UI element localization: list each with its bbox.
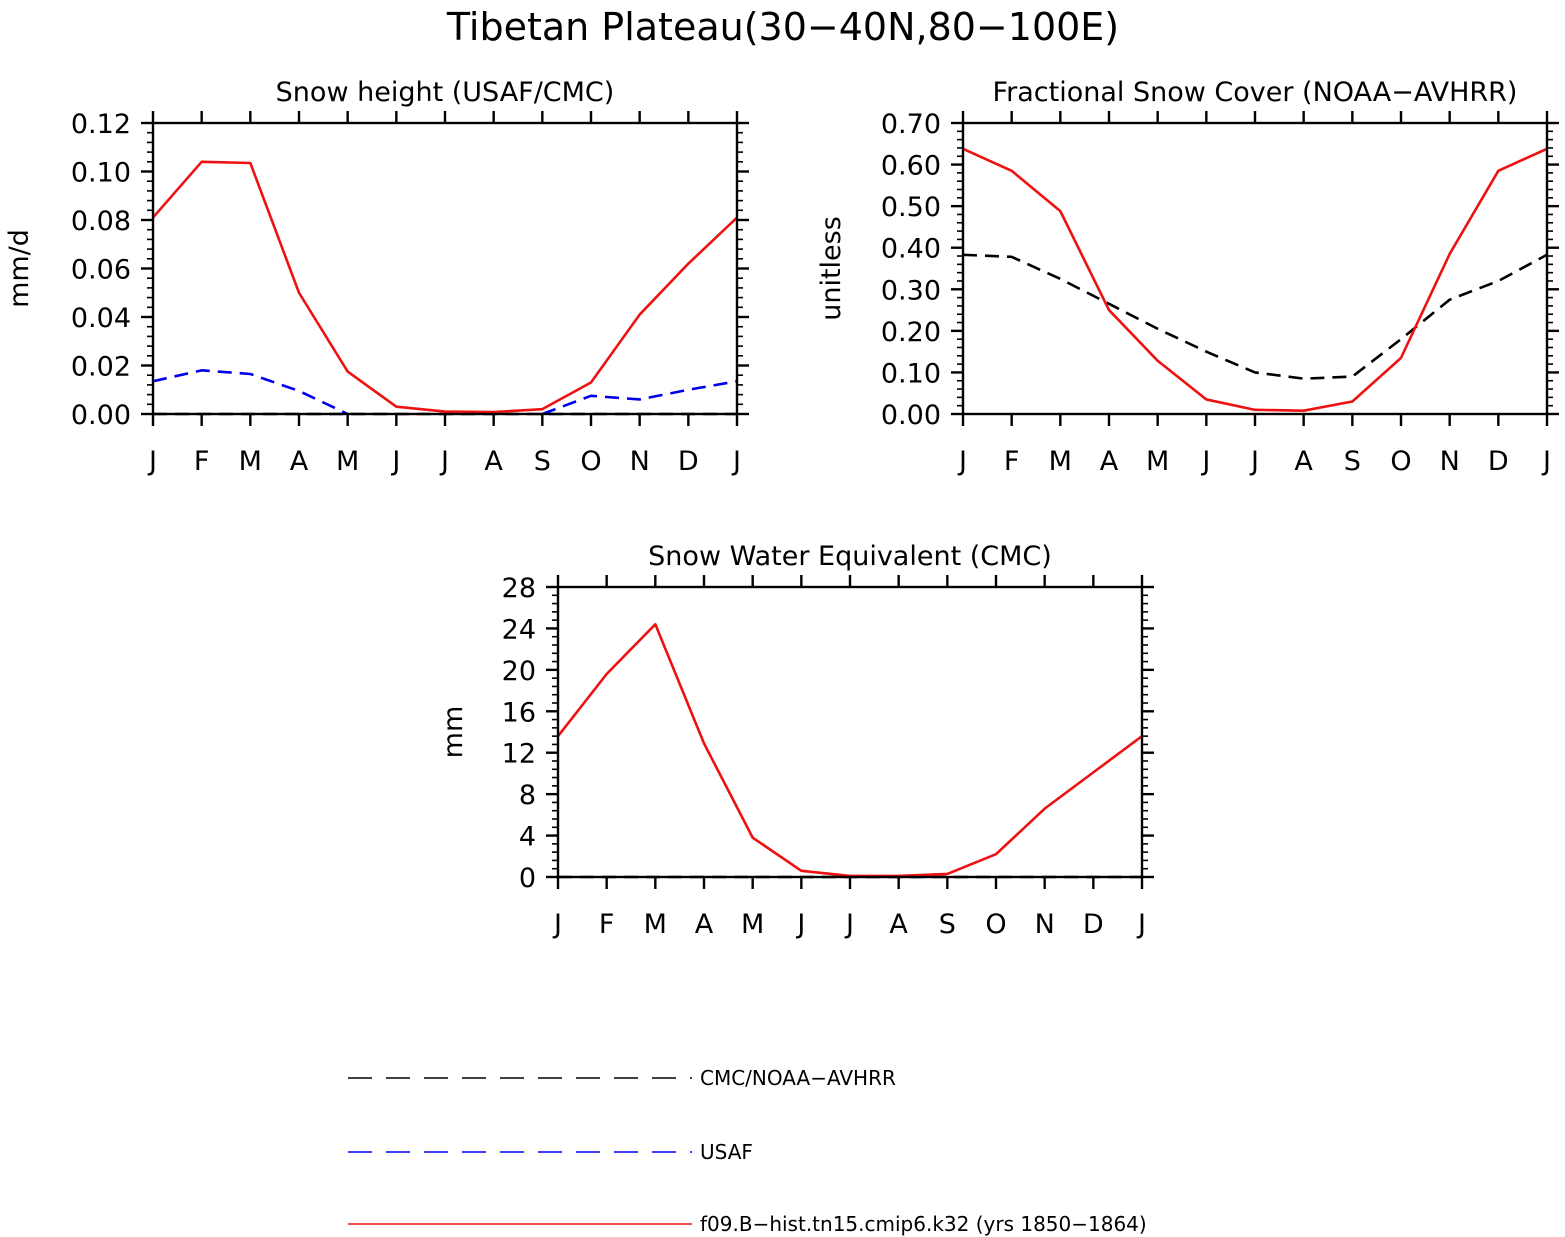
y-tick-label: 0.00 <box>881 400 941 431</box>
y-tick-label: 20 <box>502 656 536 687</box>
x-tick-label: N <box>630 446 650 477</box>
x-tick-label: J <box>390 446 400 477</box>
x-tick-label: J <box>957 446 967 477</box>
legend-label: USAF <box>700 1140 753 1164</box>
series-line <box>541 379 738 416</box>
x-tick-label: S <box>1344 446 1361 477</box>
legend-label: f09.B−hist.tn15.cmip6.k32 (yrs 1850−1864… <box>700 1212 1147 1236</box>
y-tick-label: 0.04 <box>71 303 131 334</box>
x-tick-label: J <box>844 909 854 940</box>
figure-title: Tibetan Plateau(30−40N,80−100E) <box>446 5 1119 49</box>
y-tick-label: 0.50 <box>881 192 941 223</box>
x-tick-label: D <box>1083 909 1104 940</box>
x-tick-label: A <box>695 909 714 940</box>
x-tick-label: J <box>1541 446 1551 477</box>
plot-frame <box>151 121 739 416</box>
y-tick-label: 0.10 <box>71 158 131 189</box>
x-tick-label: A <box>889 909 908 940</box>
panel-title: Snow height (USAF/CMC) <box>276 77 615 108</box>
x-tick-label: F <box>1004 446 1020 477</box>
y-tick-label: 0.30 <box>881 275 941 306</box>
x-tick-label: N <box>1440 446 1460 477</box>
x-tick-label: J <box>795 909 805 940</box>
x-tick-label: S <box>939 909 956 940</box>
x-tick-label: S <box>534 446 551 477</box>
x-tick-label: M <box>1146 446 1169 477</box>
series-line <box>152 369 349 416</box>
panel-title: Snow Water Equivalent (CMC) <box>648 541 1052 572</box>
plot-frame <box>961 121 1549 416</box>
x-tick-label: J <box>147 446 157 477</box>
y-tick-label: 0.12 <box>71 109 131 140</box>
x-tick-label: O <box>1390 446 1411 477</box>
x-tick-label: D <box>678 446 699 477</box>
snow-cover-panel: Fractional Snow Cover (NOAA−AVHRR) unitle… <box>816 77 1559 477</box>
y-tick-label: 16 <box>502 697 536 728</box>
series-line <box>152 160 738 414</box>
y-tick-label: 0.60 <box>881 151 941 182</box>
x-tick-label: A <box>290 446 309 477</box>
x-tick-label: O <box>580 446 601 477</box>
x-tick-label: M <box>336 446 359 477</box>
x-tick-label: J <box>731 446 741 477</box>
x-tick-label: M <box>741 909 764 940</box>
snow-water-equivalent-panel: Snow Water Equivalent (CMC) mm 0 4 8 12 16 20 24… <box>438 541 1154 940</box>
y-tick-label: 0.08 <box>71 206 131 237</box>
series-line <box>962 147 1548 412</box>
legend: CMC/NOAA−AVHRR USAF f09.B−hist.tn15.cmip6.… <box>348 1066 1147 1236</box>
legend-label: CMC/NOAA−AVHRR <box>700 1066 896 1090</box>
plot-frame <box>556 585 1144 879</box>
y-tick-label: 12 <box>502 739 536 770</box>
x-tick-label: J <box>552 909 562 940</box>
x-tick-label: N <box>1035 909 1055 940</box>
y-tick-label: 28 <box>502 573 536 604</box>
y-tick-label: 8 <box>519 780 536 811</box>
y-tick-label: 0.10 <box>881 358 941 389</box>
y-tick-label: 0.20 <box>881 317 941 348</box>
series-line <box>556 622 1143 878</box>
series-line <box>962 253 1548 380</box>
y-tick-label: 0.70 <box>881 109 941 140</box>
y-tick-label: 4 <box>519 822 536 853</box>
y-axis-label: unitless <box>816 216 847 321</box>
y-axis-label: mm/d <box>4 229 35 308</box>
x-tick-label: M <box>1049 446 1072 477</box>
x-tick-label: A <box>1100 446 1119 477</box>
x-tick-label: D <box>1488 446 1509 477</box>
y-tick-label: 0.02 <box>71 352 131 383</box>
x-tick-label: J <box>1136 909 1146 940</box>
x-tick-label: A <box>484 446 503 477</box>
x-tick-label: F <box>599 909 615 940</box>
y-tick-label: 0 <box>519 863 536 894</box>
snow-height-panel: Snow height (USAF/CMC) mm/d 0.00 0.02 0.04 0.… <box>4 77 749 477</box>
x-tick-label: J <box>1249 446 1259 477</box>
x-tick-label: J <box>439 446 449 477</box>
y-tick-label: 0.06 <box>71 255 131 286</box>
panel-title: Fractional Snow Cover (NOAA−AVHRR) <box>993 77 1518 108</box>
x-tick-label: M <box>239 446 262 477</box>
y-tick-label: 0.00 <box>71 400 131 431</box>
x-tick-label: M <box>644 909 667 940</box>
x-tick-label: J <box>1200 446 1210 477</box>
y-axis-label: mm <box>438 706 469 759</box>
x-tick-label: O <box>985 909 1006 940</box>
x-tick-label: A <box>1294 446 1313 477</box>
x-tick-label: F <box>194 446 210 477</box>
y-tick-label: 0.40 <box>881 234 941 265</box>
y-tick-label: 24 <box>502 614 536 645</box>
